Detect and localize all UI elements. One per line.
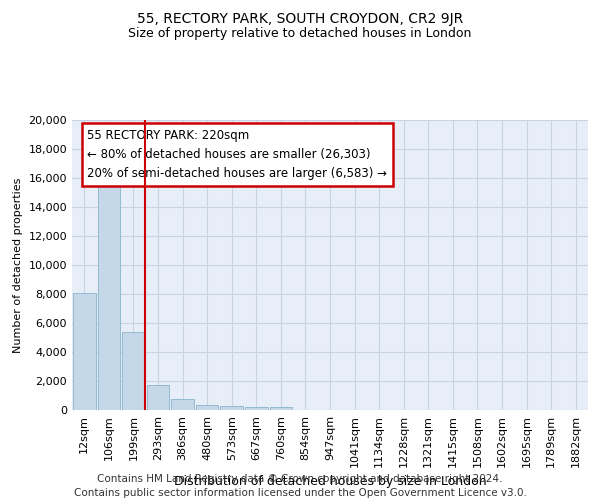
Bar <box>171 398 194 410</box>
X-axis label: Distribution of detached houses by size in London: Distribution of detached houses by size … <box>173 476 487 488</box>
Bar <box>122 332 145 410</box>
Y-axis label: Number of detached properties: Number of detached properties <box>13 178 23 352</box>
Bar <box>245 407 268 410</box>
Bar <box>196 405 218 410</box>
Bar <box>98 170 120 410</box>
Text: Contains HM Land Registry data © Crown copyright and database right 2024.
Contai: Contains HM Land Registry data © Crown c… <box>74 474 526 498</box>
Text: 55, RECTORY PARK, SOUTH CROYDON, CR2 9JR: 55, RECTORY PARK, SOUTH CROYDON, CR2 9JR <box>137 12 463 26</box>
Bar <box>220 406 243 410</box>
Text: 55 RECTORY PARK: 220sqm
← 80% of detached houses are smaller (26,303)
20% of sem: 55 RECTORY PARK: 220sqm ← 80% of detache… <box>88 128 388 180</box>
Bar <box>146 384 169 410</box>
Text: Size of property relative to detached houses in London: Size of property relative to detached ho… <box>128 28 472 40</box>
Bar <box>269 408 292 410</box>
Bar <box>73 292 95 410</box>
